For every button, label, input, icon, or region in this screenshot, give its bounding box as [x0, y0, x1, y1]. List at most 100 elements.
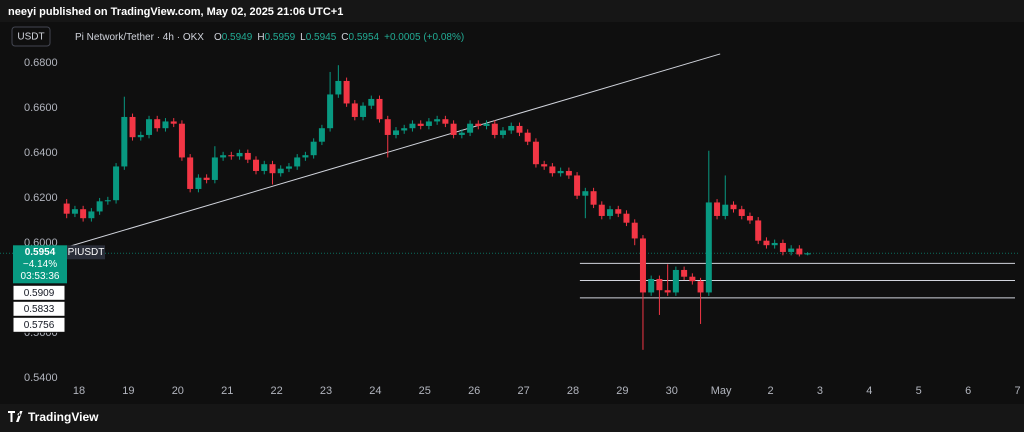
candle-body	[368, 98, 375, 106]
candle-body	[310, 141, 317, 156]
legend-value: 0.5945	[306, 32, 337, 43]
candle-body	[327, 94, 334, 129]
candle-body	[335, 80, 342, 95]
y-tick-label: 0.6200	[24, 192, 58, 204]
candle-body	[146, 119, 153, 135]
x-tick-label: 7	[1014, 385, 1020, 397]
header: neeyi published on TradingView.com, May …	[8, 6, 343, 18]
header-bar	[0, 0, 1024, 22]
candle-body	[738, 209, 745, 216]
plot-area	[0, 22, 1024, 404]
candle-body	[631, 222, 638, 239]
candle-body	[203, 177, 210, 180]
symbol-tag-label: PIUSDT	[68, 247, 105, 258]
x-tick-label: 29	[616, 385, 628, 397]
candle-body	[714, 202, 721, 216]
legend-change: +0.0005 (+0.08%)	[384, 32, 464, 43]
candle-body	[804, 253, 811, 255]
legend-key: L	[300, 32, 306, 43]
candle-body	[565, 170, 572, 176]
x-tick-label: 27	[517, 385, 529, 397]
candle-body	[253, 159, 260, 171]
candle-body	[277, 168, 284, 174]
candle-body	[755, 220, 762, 241]
candle-body	[121, 116, 128, 167]
candle-body	[425, 121, 432, 126]
candle-body	[722, 204, 729, 216]
candle-body	[458, 132, 465, 135]
x-tick-label: 26	[468, 385, 480, 397]
candle-body	[261, 164, 268, 171]
candle-body	[129, 116, 136, 138]
legend-key: O	[214, 32, 222, 43]
candle-body	[170, 121, 177, 124]
candle-body	[672, 269, 679, 293]
price-box	[13, 245, 67, 284]
candle-body	[656, 278, 663, 291]
level-label: 0.5833	[24, 304, 55, 315]
x-tick-label: 19	[122, 385, 134, 397]
x-tick-label: May	[711, 385, 732, 397]
x-tick-label: 5	[916, 385, 922, 397]
candle-body	[187, 157, 194, 189]
x-tick-label: 24	[369, 385, 381, 397]
candle-body	[532, 141, 539, 165]
candle-body	[401, 128, 408, 131]
x-tick-label: 6	[965, 385, 971, 397]
candle-body	[409, 123, 416, 129]
symbol-tag	[67, 245, 105, 260]
candle-body	[771, 242, 778, 246]
candle-body	[228, 155, 235, 157]
level-box	[12, 316, 66, 333]
x-tick-label: 22	[270, 385, 282, 397]
level-box	[12, 300, 66, 317]
candle-body	[434, 119, 441, 122]
candle-body	[779, 242, 786, 252]
candle-body	[508, 125, 515, 131]
x-tick-label: 21	[221, 385, 233, 397]
candle-body	[598, 204, 605, 216]
candle-body	[467, 123, 474, 133]
candle-body	[96, 201, 103, 212]
price-value: 0.5954	[25, 247, 56, 258]
candle-body	[80, 209, 87, 219]
candle-body	[88, 211, 95, 219]
candle-body	[689, 276, 696, 282]
candle-body	[360, 105, 367, 117]
candle-body	[705, 202, 712, 293]
legend: Pi Network/Tether · 4h · OKX O0.5949 H0.59…	[75, 32, 464, 43]
y-tick-label: 0.6600	[24, 102, 58, 114]
candle-body	[162, 121, 169, 129]
footer-logo	[8, 411, 23, 422]
candle-body	[285, 166, 292, 169]
candle-body	[574, 175, 581, 196]
candle-body	[154, 119, 161, 129]
candle-body	[664, 290, 671, 293]
candle-body	[623, 213, 630, 223]
level-label: 0.5909	[24, 288, 55, 299]
y-tick-label: 0.6400	[24, 147, 58, 159]
candle-body	[236, 152, 243, 157]
quote-box[interactable]	[11, 26, 51, 47]
candle-body	[796, 248, 803, 255]
x-tick-label: 20	[172, 385, 184, 397]
candle-body	[499, 130, 506, 135]
candle-body	[384, 119, 391, 135]
y-tick-label: 0.5400	[24, 372, 58, 384]
candle-body	[392, 130, 399, 135]
candle-body	[269, 164, 276, 174]
x-tick-label: 28	[567, 385, 579, 397]
candle-body	[681, 269, 688, 277]
candle-body	[71, 209, 78, 214]
candle-body	[746, 215, 753, 221]
candle-body	[483, 123, 490, 126]
candle-body	[582, 191, 589, 196]
candle-body	[302, 155, 309, 158]
candle-body	[294, 157, 301, 167]
x-tick-label: 3	[817, 385, 823, 397]
candle-body	[648, 278, 655, 293]
candle-body	[491, 123, 498, 135]
y-tick-label: 0.6800	[24, 57, 58, 69]
candle-body	[697, 281, 704, 293]
